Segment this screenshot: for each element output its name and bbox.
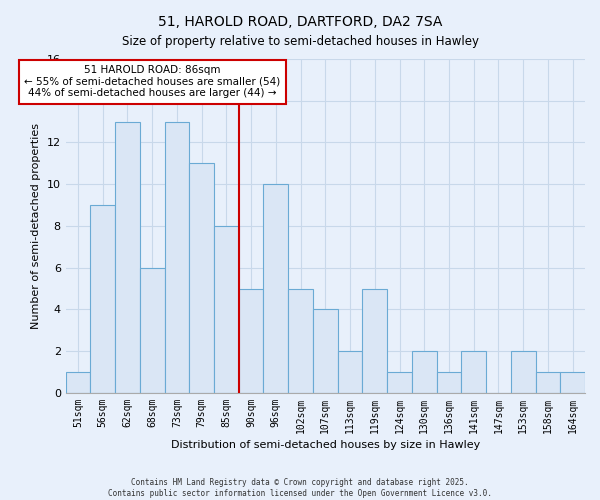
Bar xyxy=(560,372,585,393)
Text: Size of property relative to semi-detached houses in Hawley: Size of property relative to semi-detach… xyxy=(121,35,479,48)
Bar xyxy=(511,351,536,393)
Bar xyxy=(338,351,362,393)
Bar xyxy=(164,122,189,393)
Bar xyxy=(362,288,387,393)
Y-axis label: Number of semi-detached properties: Number of semi-detached properties xyxy=(31,123,41,329)
Bar xyxy=(91,205,115,393)
Text: 51, HAROLD ROAD, DARTFORD, DA2 7SA: 51, HAROLD ROAD, DARTFORD, DA2 7SA xyxy=(158,15,442,29)
Bar xyxy=(65,372,91,393)
Bar xyxy=(387,372,412,393)
Bar xyxy=(239,288,263,393)
Bar xyxy=(263,184,288,393)
Bar xyxy=(214,226,239,393)
Text: Contains HM Land Registry data © Crown copyright and database right 2025.
Contai: Contains HM Land Registry data © Crown c… xyxy=(108,478,492,498)
Bar xyxy=(313,310,338,393)
Bar xyxy=(461,351,486,393)
Bar xyxy=(412,351,437,393)
Bar xyxy=(115,122,140,393)
X-axis label: Distribution of semi-detached houses by size in Hawley: Distribution of semi-detached houses by … xyxy=(170,440,480,450)
Text: 51 HAROLD ROAD: 86sqm
← 55% of semi-detached houses are smaller (54)
44% of semi: 51 HAROLD ROAD: 86sqm ← 55% of semi-deta… xyxy=(24,66,280,98)
Bar xyxy=(288,288,313,393)
Bar xyxy=(140,268,164,393)
Bar xyxy=(437,372,461,393)
Bar xyxy=(536,372,560,393)
Bar xyxy=(189,164,214,393)
